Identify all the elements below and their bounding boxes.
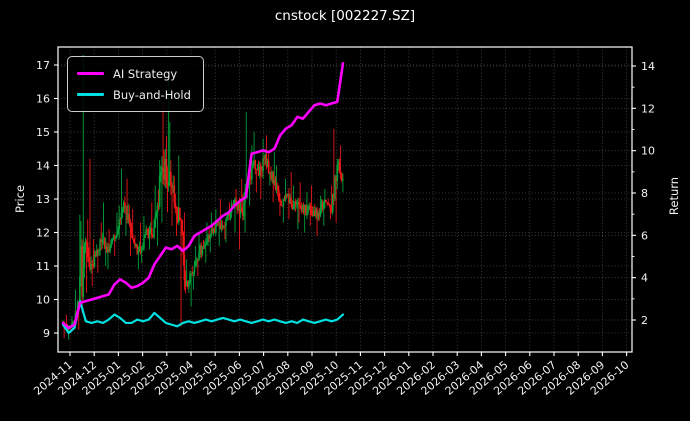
svg-text:9: 9 [43, 327, 50, 340]
buy-and-hold-line-swatch [77, 93, 104, 96]
svg-text:17: 17 [36, 59, 50, 72]
svg-text:16: 16 [36, 93, 50, 106]
legend-label-ai-strategy: AI Strategy [113, 66, 178, 81]
svg-text:10: 10 [36, 294, 50, 307]
chart-title: cnstock [002227.SZ] [274, 8, 416, 24]
svg-text:13: 13 [36, 193, 50, 206]
svg-text:15: 15 [36, 126, 50, 139]
legend-item-buy-and-hold: Buy-and-Hold [77, 84, 191, 105]
svg-text:2: 2 [641, 314, 648, 327]
svg-text:8: 8 [641, 187, 648, 200]
svg-text:6: 6 [641, 229, 648, 242]
ai-strategy-line-swatch [77, 72, 104, 75]
svg-text:12: 12 [36, 227, 50, 240]
svg-text:14: 14 [641, 60, 655, 73]
svg-text:11: 11 [36, 260, 50, 273]
svg-text:12: 12 [641, 102, 655, 115]
legend-label-buy-and-hold: Buy-and-Hold [113, 87, 191, 102]
svg-text:10: 10 [641, 145, 655, 158]
svg-text:14: 14 [36, 160, 50, 173]
legend: AI Strategy Buy-and-Hold [67, 56, 204, 112]
svg-text:4: 4 [641, 272, 648, 285]
legend-item-ai-strategy: AI Strategy [77, 63, 191, 84]
